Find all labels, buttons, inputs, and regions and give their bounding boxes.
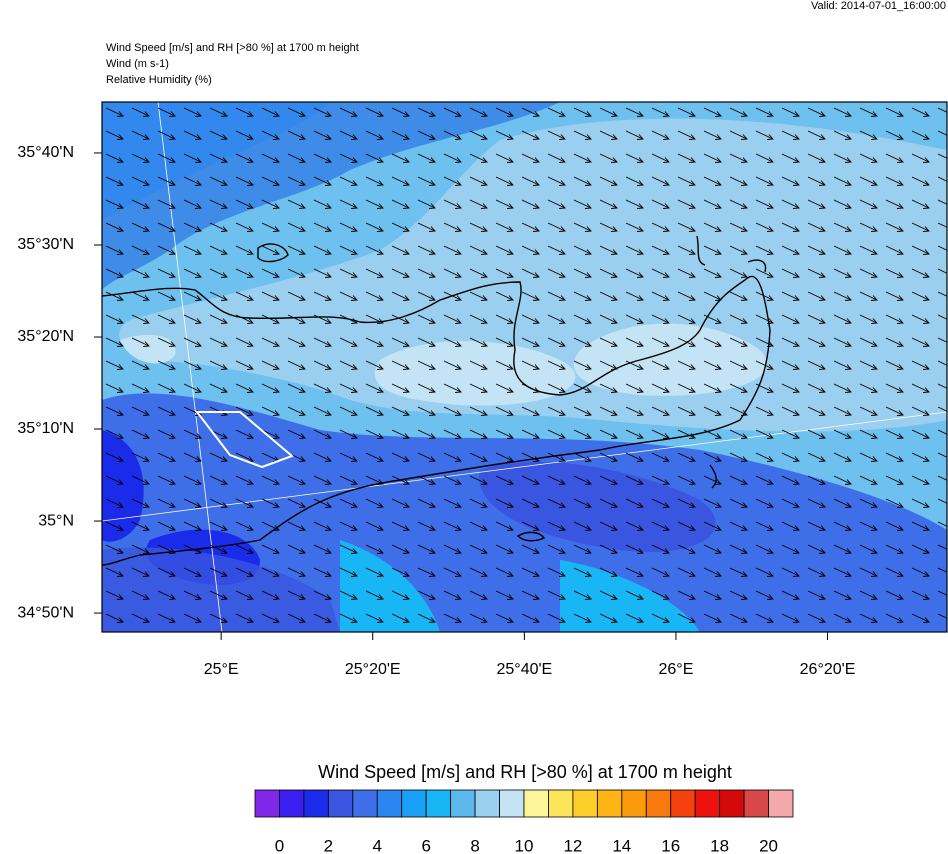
x-tick-label: 25°E bbox=[204, 661, 239, 678]
y-tick-label: 34°50'N bbox=[17, 604, 74, 621]
y-tick-label: 35°40'N bbox=[17, 144, 74, 161]
color-box bbox=[425, 789, 452, 818]
y-tick-label: 35°30'N bbox=[17, 236, 74, 253]
color-box bbox=[743, 789, 769, 818]
subtitle: Relative Humidity (%) bbox=[106, 74, 212, 86]
colorbar-tick-label: 2 bbox=[324, 836, 333, 854]
color-box bbox=[450, 789, 476, 818]
colorbar-title: Wind Speed [m/s] and RH [>80 %] at 1700 … bbox=[318, 762, 732, 782]
color-box bbox=[719, 789, 745, 818]
color-box bbox=[376, 789, 403, 818]
color-box bbox=[670, 789, 696, 818]
field bbox=[102, 102, 947, 632]
colorbar-tick-label: 12 bbox=[563, 836, 582, 854]
color-box bbox=[254, 789, 280, 818]
x-tick-label: 25°40'E bbox=[497, 661, 553, 678]
colorbar-tick-label: 4 bbox=[373, 836, 382, 854]
y-tick-label: 35°N bbox=[38, 512, 74, 529]
color-box bbox=[303, 789, 329, 818]
valid-time: Valid: 2014-07-01_16:00:00 bbox=[811, 0, 946, 12]
y-tick-label: 35°20'N bbox=[17, 328, 74, 345]
colorbar-tick-label: 16 bbox=[661, 836, 680, 854]
color-box bbox=[645, 789, 672, 818]
colorbar-tick-label: 14 bbox=[612, 836, 631, 854]
color-box bbox=[694, 789, 721, 818]
x-tick-label: 25°20'E bbox=[345, 661, 401, 678]
color-box bbox=[523, 789, 549, 818]
color-box bbox=[279, 789, 305, 818]
color-box bbox=[499, 789, 525, 818]
color-box bbox=[768, 789, 794, 818]
color-box bbox=[621, 789, 647, 818]
y-tick-label: 35°10'N bbox=[17, 420, 74, 437]
color-box bbox=[548, 789, 574, 818]
colorbar-tick-label: 10 bbox=[515, 836, 534, 854]
color-box bbox=[352, 789, 378, 818]
color-box bbox=[572, 789, 598, 818]
colorbar-tick-label: 8 bbox=[470, 836, 479, 854]
x-tick-label: 26°E bbox=[659, 661, 694, 678]
color-box bbox=[327, 789, 354, 818]
colorbar-tick-label: 6 bbox=[421, 836, 430, 854]
colorbar-tick-label: 18 bbox=[710, 836, 729, 854]
subtitle: Wind (m s-1) bbox=[106, 58, 169, 70]
colorbar-tick-label: 0 bbox=[275, 836, 284, 854]
color-box bbox=[474, 789, 500, 818]
color-box bbox=[596, 789, 623, 818]
color-box bbox=[401, 789, 427, 818]
x-tick-label: 26°20'E bbox=[800, 661, 856, 678]
colorbar-tick-label: 20 bbox=[759, 836, 778, 854]
title: Wind Speed [m/s] and RH [>80 %] at 1700 … bbox=[106, 42, 359, 54]
